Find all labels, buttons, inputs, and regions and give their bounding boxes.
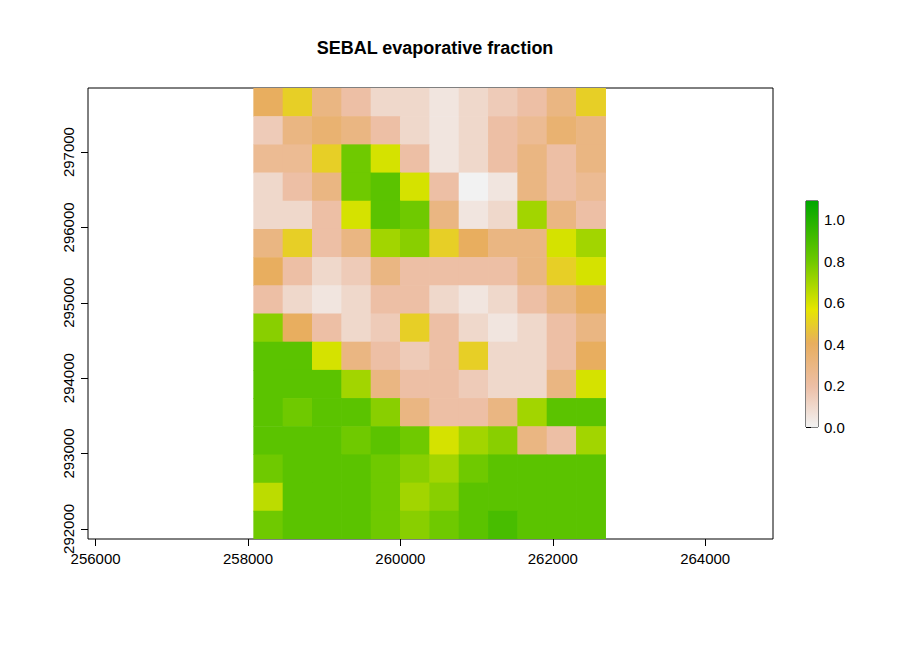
svg-text:297000: 297000 (60, 127, 77, 177)
svg-text:292000: 292000 (60, 504, 77, 554)
svg-text:262000: 262000 (528, 550, 578, 567)
svg-text:258000: 258000 (223, 550, 273, 567)
svg-text:293000: 293000 (60, 429, 77, 479)
svg-text:0.2: 0.2 (824, 377, 845, 394)
svg-text:0.8: 0.8 (824, 253, 845, 270)
svg-text:0.6: 0.6 (824, 294, 845, 311)
svg-text:295000: 295000 (60, 278, 77, 328)
svg-text:264000: 264000 (680, 550, 730, 567)
svg-text:0.4: 0.4 (824, 336, 845, 353)
svg-text:260000: 260000 (375, 550, 425, 567)
svg-text:SEBAL evaporative fraction: SEBAL evaporative fraction (317, 38, 554, 58)
svg-text:256000: 256000 (71, 550, 121, 567)
svg-text:294000: 294000 (60, 353, 77, 403)
svg-text:0.0: 0.0 (824, 419, 845, 436)
svg-text:1.0: 1.0 (824, 211, 845, 228)
svg-text:296000: 296000 (60, 202, 77, 252)
